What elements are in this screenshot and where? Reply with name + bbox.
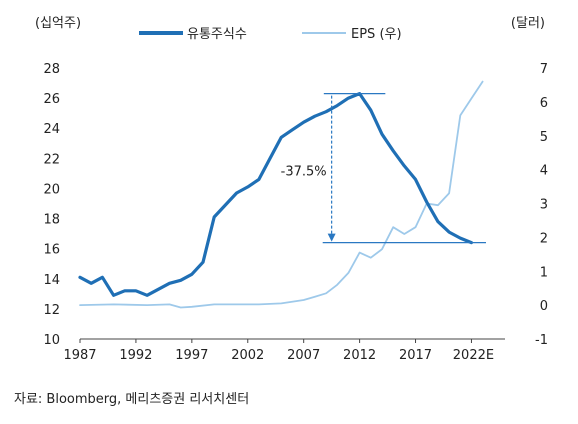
left-tick-label: 18 [43,213,60,228]
x-tick-label: 1987 [63,348,96,363]
left-tick-label: 22 [43,152,60,167]
left-axis-unit: (십억주) [35,16,81,31]
left-tick-label: 26 [43,92,60,107]
left-tick-label: 10 [43,333,60,348]
left-tick-label: 28 [43,62,60,77]
left-tick-label: 20 [43,182,60,197]
drop-annotation: -37.5% [281,92,486,244]
x-tick-label: 2017 [399,348,432,363]
x-tick-label: 2022E [453,348,494,363]
right-tick-label: 5 [540,130,548,145]
x-tick-label: 2002 [231,348,264,363]
left-tick-label: 12 [43,303,60,318]
right-tick-label: -1 [535,333,548,348]
x-tick-label: 1992 [119,348,152,363]
right-tick-label: 0 [540,299,548,314]
left-axis-ticks: 10 12 14 16 18 20 22 24 26 28 [43,62,60,348]
left-tick-label: 24 [43,122,60,137]
legend-label-shares: 유통주식수 [187,27,247,42]
left-tick-label: 16 [43,243,60,258]
drop-percent-label: -37.5% [281,164,327,179]
right-tick-label: 1 [540,265,548,280]
x-axis-ticks: 1987 1992 1997 2002 2007 2012 2017 2022E [63,339,494,363]
left-tick-label: 14 [43,273,60,288]
x-tick-label: 1997 [175,348,208,363]
right-tick-label: 7 [540,62,548,77]
legend-label-eps: EPS (우) [351,27,402,42]
x-tick-label: 2012 [343,348,376,363]
right-tick-label: 4 [540,164,548,179]
right-axis-unit: (달러) [511,16,545,31]
chart-series [78,80,484,309]
drop-arrow-head [327,233,336,242]
right-axis-ticks: -1 0 1 2 3 4 5 6 7 [535,62,548,348]
shares-outstanding-line [78,92,473,297]
right-tick-label: 2 [540,231,548,246]
right-tick-label: 3 [540,198,548,213]
eps-line [79,80,484,309]
right-tick-label: 6 [540,96,548,111]
source-note: 자료: Bloomberg, 메리츠증권 리서치센터 [14,392,250,407]
x-tick-label: 2007 [287,348,320,363]
